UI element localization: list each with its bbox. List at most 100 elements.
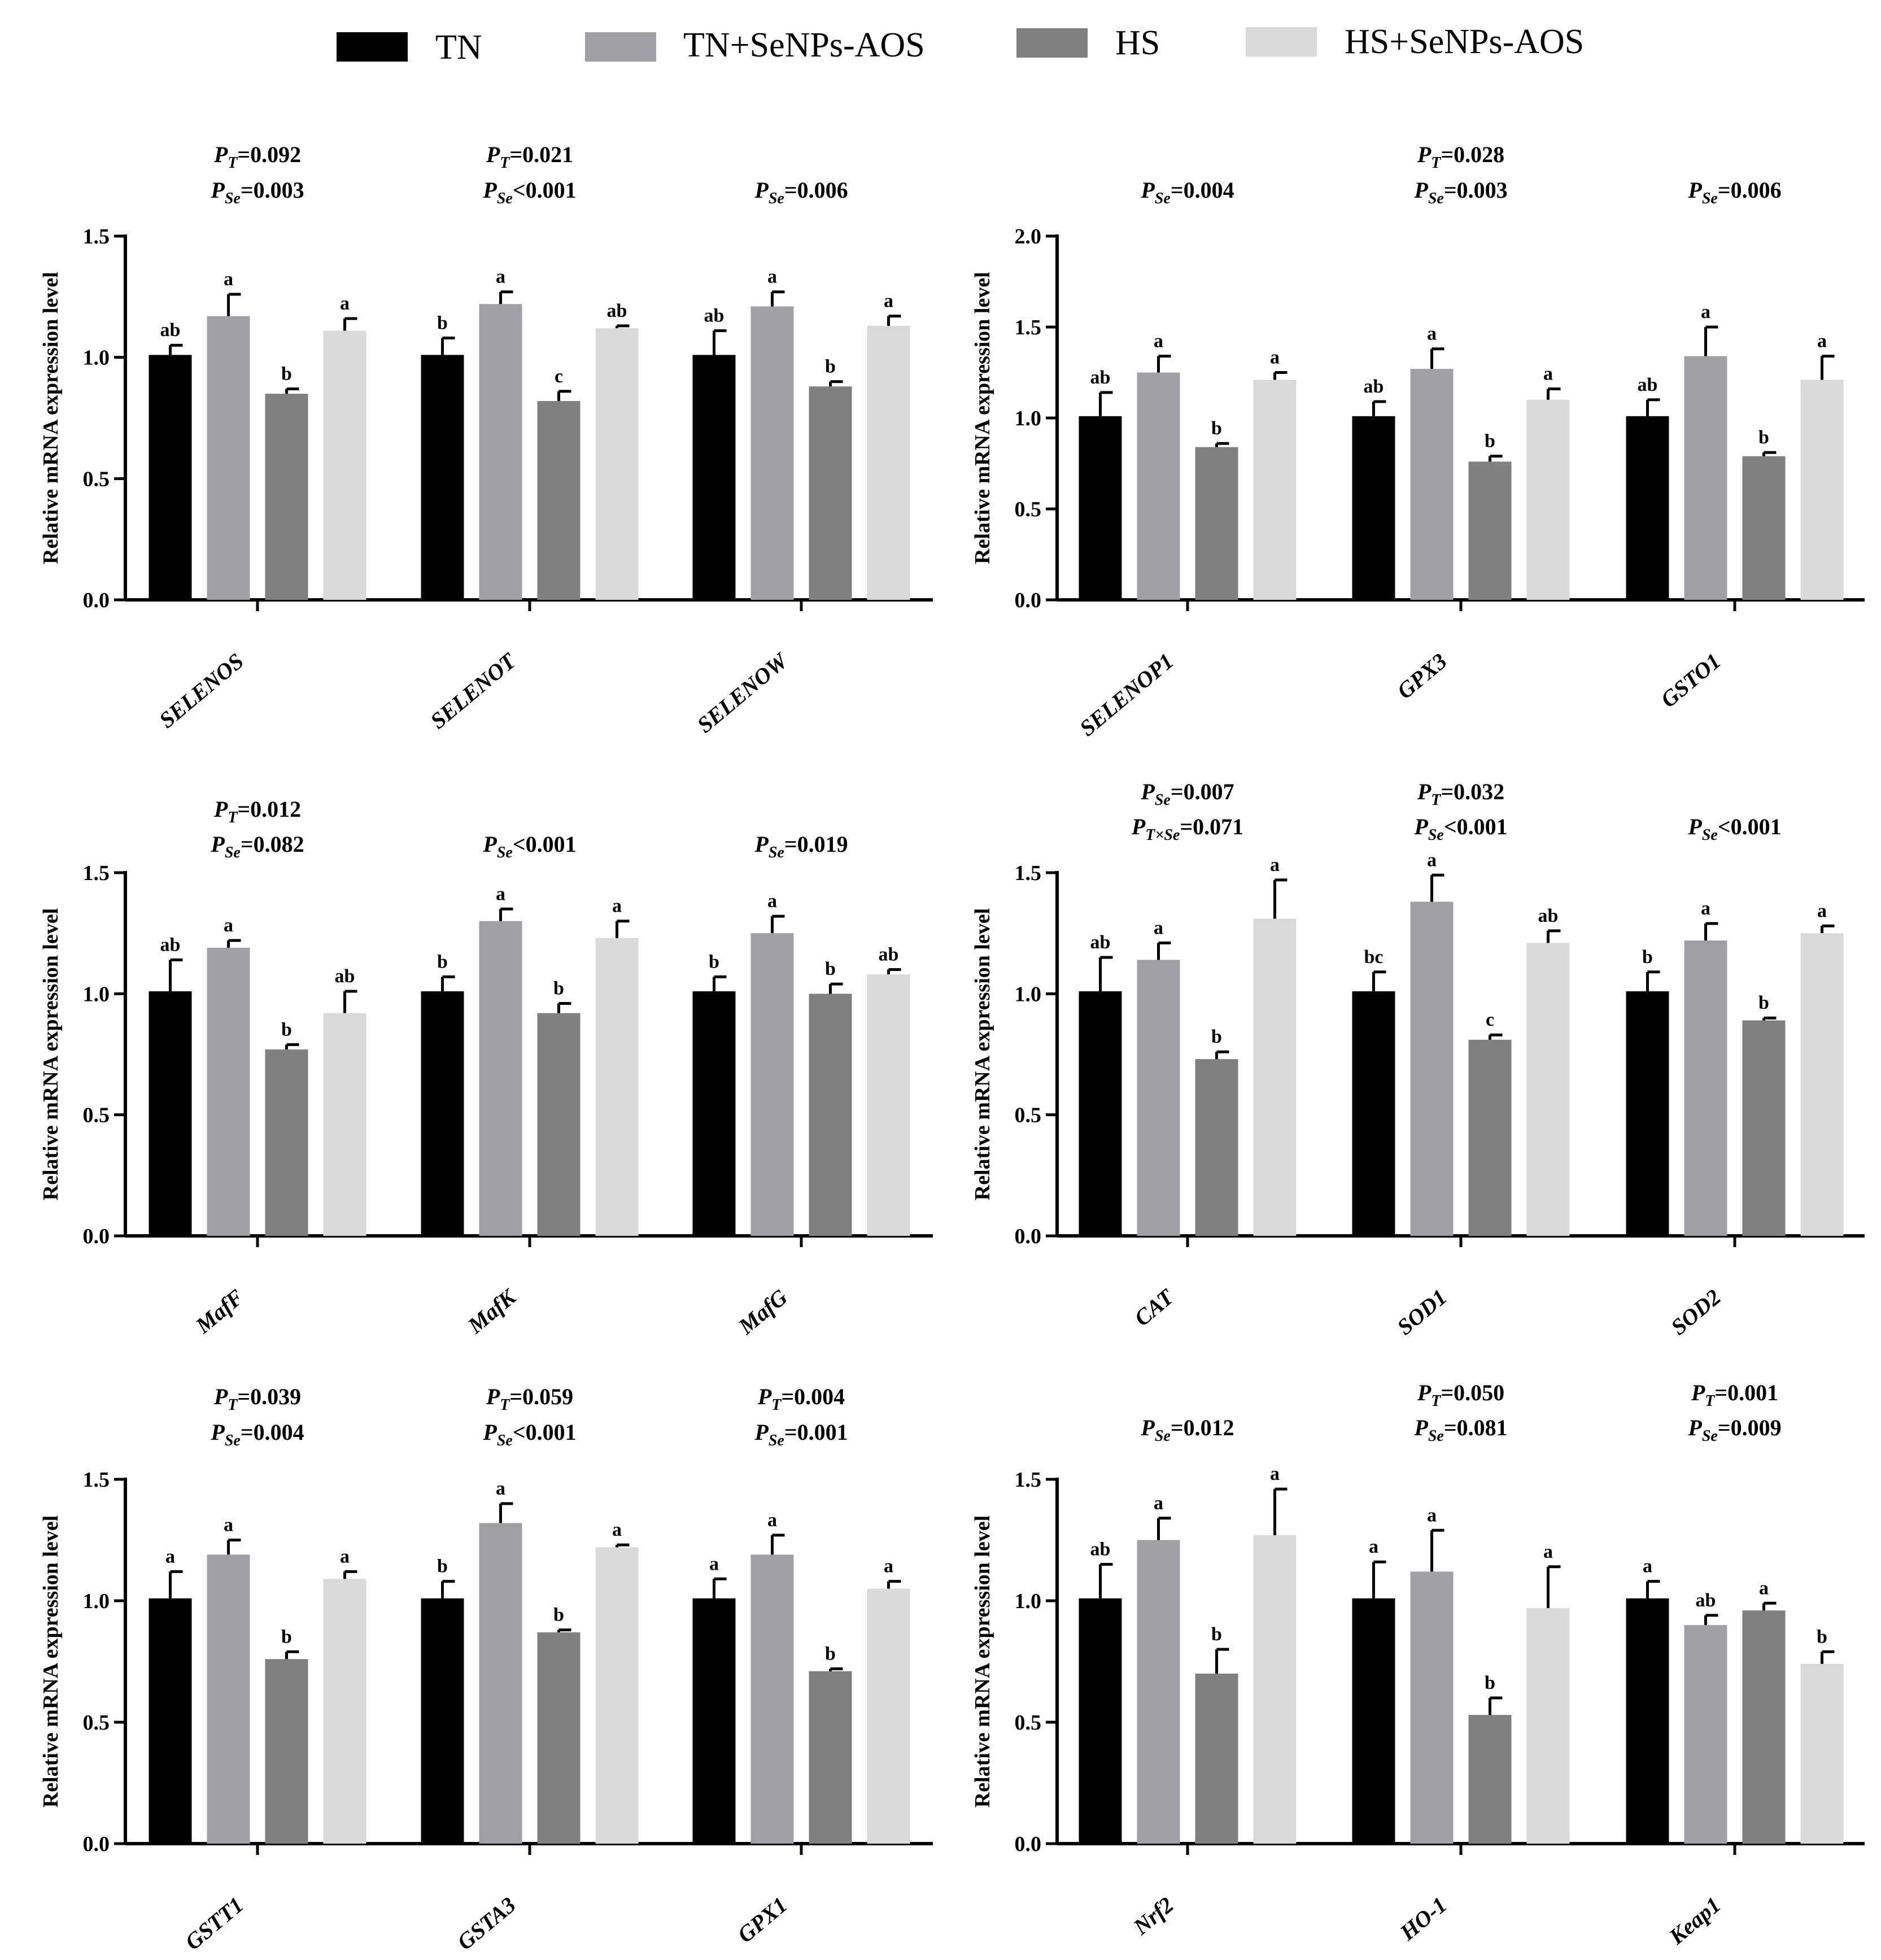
bar-selenos-hs: [265, 394, 308, 600]
error-bar: [1273, 1487, 1288, 1535]
bar-mafg-hs-senps-aos: [867, 974, 910, 1236]
bar-nrf2-hs: [1195, 1674, 1238, 1844]
error-bar: [1157, 941, 1171, 960]
error-bar: [1821, 924, 1835, 934]
bar-cat-hs-senps-aos: [1253, 918, 1297, 1236]
error-bar: [713, 329, 727, 355]
error-bar: [713, 1577, 727, 1599]
y-tick-label: 0.0: [1015, 589, 1042, 612]
error-bar: [1547, 1565, 1561, 1608]
significance-letter: a: [612, 896, 622, 917]
significance-letter: ab: [160, 320, 181, 341]
category-label-nrf2: Nrf2: [1128, 1892, 1179, 1940]
significance-letter: a: [1427, 324, 1437, 345]
bar-sod1-hs-senps-aos: [1526, 943, 1570, 1236]
error-bar: [1646, 970, 1660, 992]
bar-sod1-tn: [1352, 991, 1395, 1236]
bar-gstt1-hs-senps-aos: [323, 1579, 366, 1844]
y-tick-label: 2.0: [1015, 225, 1042, 249]
category-label-keap1: Keap1: [1664, 1892, 1726, 1949]
legend-swatch-tn: [337, 32, 408, 62]
bar-gsto1-hs: [1742, 456, 1786, 600]
p-value-t: PT=0.028: [1417, 142, 1504, 172]
bar-gsto1-hs-senps-aos: [1800, 380, 1844, 600]
p-value-se: PSe<0.001: [1413, 814, 1507, 844]
significance-letter: a: [1427, 850, 1437, 870]
p-value-se: PSe=0.003: [1413, 177, 1507, 207]
bar-gsto1-tn: [1626, 416, 1669, 600]
legend: TN TN+SeNPs-AOS HS HS+SeNPs-AOS: [337, 23, 1584, 67]
error-bar: [1157, 1517, 1171, 1540]
bar-gpx1-tn: [692, 1598, 736, 1844]
p-value-se: PSe=0.003: [210, 177, 304, 207]
error-bar: [829, 982, 843, 994]
significance-letter: a: [224, 1515, 233, 1536]
error-bar: [1099, 391, 1113, 416]
significance-letter: ab: [335, 966, 355, 987]
error-bar: [557, 1628, 571, 1632]
y-tick-label: 0.5: [83, 1104, 110, 1127]
error-bar: [829, 380, 843, 387]
error-bar: [441, 1580, 455, 1599]
error-bar: [829, 1667, 843, 1671]
significance-letter: b: [281, 363, 292, 384]
p-value-t: PT=0.012: [213, 796, 301, 826]
bar-keap1-tn-senps-aos: [1684, 1625, 1727, 1844]
category-label-mafg: MafG: [733, 1284, 792, 1339]
y-tick-label: 1.0: [1015, 1589, 1042, 1613]
bar-maff-tn: [149, 991, 192, 1236]
significance-letter: b: [1642, 947, 1653, 968]
error-bar: [1372, 970, 1386, 992]
p-value-se: PSe=0.006: [754, 177, 848, 207]
y-tick-label: 0.5: [1015, 1711, 1042, 1735]
error-bar: [499, 907, 513, 921]
bar-keap1-tn: [1626, 1598, 1669, 1844]
bar-selenos-tn-senps-aos: [207, 316, 250, 600]
bar-cat-hs: [1195, 1059, 1238, 1236]
bar-sod1-tn-senps-aos: [1410, 901, 1454, 1236]
significance-letter: ab: [704, 305, 725, 326]
significance-letter: b: [1485, 1672, 1495, 1693]
bar-selenow-tn: [692, 355, 736, 600]
significance-letter: a: [1543, 1541, 1553, 1562]
significance-letter: a: [884, 1556, 893, 1577]
significance-letter: b: [553, 978, 564, 999]
y-axis-label: Relative mRNA expression level: [39, 1515, 63, 1808]
significance-letter: a: [1817, 900, 1827, 921]
bar-selenot-tn-senps-aos: [479, 304, 522, 600]
significance-letter: a: [340, 293, 350, 314]
chart-nrf2-ho1-keap1: 0.0 0.5 1.0 1.5 Relative mRNA expression lev…: [971, 1380, 1865, 1950]
error-bar: [1157, 355, 1171, 373]
significance-letter: a: [1701, 898, 1710, 919]
bar-gstt1-tn: [149, 1598, 192, 1844]
legend-label-hs-senps-aos: HS+SeNPs-AOS: [1345, 23, 1584, 61]
p-value-se: PSe=0.012: [1140, 1415, 1234, 1445]
significance-letter: b: [281, 1626, 292, 1647]
error-bar: [1547, 929, 1561, 943]
bar-mafk-tn-senps-aos: [479, 921, 522, 1236]
bar-sod2-hs-senps-aos: [1800, 933, 1844, 1236]
bar-sod2-hs: [1742, 1020, 1786, 1236]
p-value-t: PT=0.050: [1417, 1380, 1504, 1410]
p-value-se: PSe=0.001: [754, 1419, 848, 1449]
error-bar: [1821, 355, 1835, 380]
bar-nrf2-tn-senps-aos: [1137, 1540, 1180, 1844]
bar-keap1-hs-senps-aos: [1800, 1663, 1844, 1844]
bar-gstt1-hs: [265, 1659, 308, 1844]
bar-gpx3-tn-senps-aos: [1410, 369, 1454, 600]
error-bar: [1489, 1696, 1503, 1715]
significance-letter: a: [340, 1546, 350, 1567]
significance-letter: a: [1759, 1578, 1769, 1599]
significance-letter: b: [1485, 431, 1495, 452]
y-tick-label: 1.5: [83, 861, 110, 885]
error-bar: [1430, 1528, 1444, 1572]
p-value-se: PSe<0.001: [482, 1419, 576, 1449]
error-bar: [169, 1570, 183, 1599]
bar-mafg-hs: [809, 994, 852, 1236]
significance-letter: a: [1154, 331, 1163, 352]
p-value-t: PT=0.004: [757, 1384, 845, 1414]
category-label-selenop1: SELENOP1: [1075, 648, 1179, 741]
category-label-gstt1: GSTT1: [180, 1892, 248, 1955]
significance-letter: b: [1211, 1624, 1222, 1645]
y-tick-label: 1.0: [1015, 407, 1042, 430]
